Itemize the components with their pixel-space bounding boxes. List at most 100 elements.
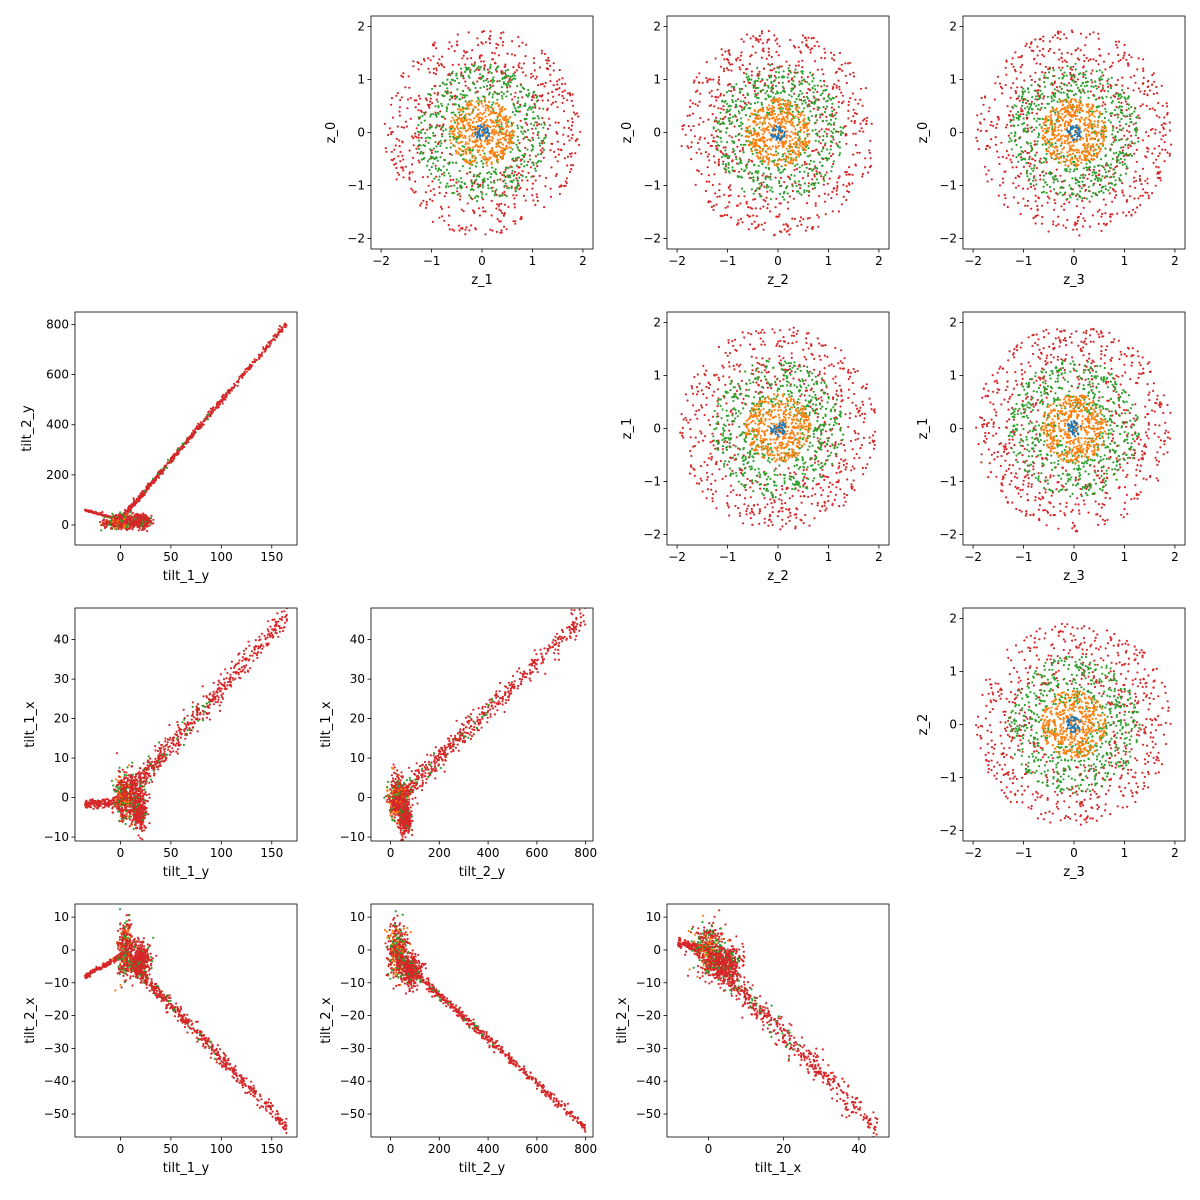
scatter-point [465, 66, 468, 70]
scatter-point [435, 47, 438, 50]
scatter-point [832, 187, 835, 190]
scatter-point [574, 113, 577, 116]
scatter-point [835, 189, 838, 192]
scatter-point [719, 65, 723, 68]
scatter-point [478, 77, 481, 80]
scatter-point [1075, 194, 1078, 197]
scatter-point [727, 110, 731, 113]
scatter-point [1042, 39, 1045, 43]
scatter-point [507, 134, 510, 137]
scatter-point [807, 194, 811, 197]
scatter-point [468, 159, 472, 162]
scatter-point [1117, 97, 1120, 100]
scatter-point [531, 117, 535, 120]
scatter-point [556, 106, 559, 109]
scatter-point [1110, 114, 1113, 118]
scatter-point [511, 169, 514, 172]
scatter-point [1019, 113, 1022, 116]
scatter-point [501, 97, 504, 100]
scatter-point [760, 56, 764, 59]
scatter-point [1159, 179, 1162, 182]
scatter-point [1044, 106, 1047, 109]
scatter-point [420, 129, 423, 132]
scatter-point [1168, 129, 1171, 132]
scatter-point [1033, 187, 1036, 190]
scatter-point [1015, 143, 1018, 147]
scatter-point [1026, 99, 1029, 102]
scatter-point [499, 231, 502, 234]
scatter-point [762, 110, 765, 113]
scatter-point [702, 120, 705, 123]
scatter-point [540, 49, 544, 52]
scatter-point [789, 227, 792, 230]
scatter-point [491, 93, 495, 96]
scatter-point [1085, 133, 1088, 136]
scatter-point [493, 121, 496, 124]
scatter-point [1050, 156, 1053, 160]
scatter-point [825, 105, 829, 108]
scatter-point [693, 135, 697, 138]
scatter-point [434, 73, 438, 76]
scatter-point [822, 175, 825, 179]
scatter-point [499, 171, 502, 174]
scatter-point [468, 126, 471, 130]
scatter-point [726, 154, 729, 157]
scatter-point [748, 171, 751, 174]
scatter-point [789, 153, 793, 156]
scatter-point [1033, 164, 1036, 167]
scatter-point [1017, 118, 1020, 121]
scatter-point [744, 164, 748, 167]
scatter-point [1035, 120, 1038, 123]
scatter-point [1041, 215, 1044, 219]
scatter-point [1034, 222, 1037, 225]
scatter-point [1057, 215, 1060, 218]
scatter-point [433, 193, 436, 196]
scatter-point [1022, 165, 1025, 168]
scatter-point [1105, 162, 1108, 165]
scatter-point [482, 75, 485, 78]
scatter-point [498, 108, 501, 111]
scatter-point [1037, 89, 1040, 92]
scatter-point [499, 36, 502, 39]
scatter-point [1040, 222, 1044, 225]
scatter-point [480, 160, 483, 163]
scatter-point [485, 193, 488, 196]
scatter-point [811, 178, 814, 181]
scatter-point [760, 223, 763, 226]
scatter-point [523, 160, 526, 163]
scatter-point [1134, 122, 1137, 125]
scatter-point [1079, 212, 1082, 215]
scatter-point [447, 103, 450, 106]
scatter-point [531, 161, 534, 164]
scatter-point [527, 88, 530, 92]
scatter-point [1039, 174, 1042, 177]
scatter-point [788, 152, 791, 155]
scatter-point [815, 148, 818, 151]
scatter-point [498, 141, 501, 144]
scatter-point [756, 154, 759, 157]
scatter-point [847, 109, 850, 112]
scatter-point [750, 188, 753, 191]
scatter-point [462, 158, 465, 161]
scatter-point [825, 132, 828, 135]
scatter-point [806, 97, 810, 100]
scatter-point [499, 110, 502, 113]
scatter-point [774, 120, 777, 123]
scatter-point [489, 79, 492, 82]
scatter-point [735, 83, 738, 86]
scatter-point [740, 121, 743, 124]
scatter-point [481, 162, 485, 165]
scatter-point [751, 120, 755, 123]
scatter-point [826, 85, 829, 88]
scatter-point [521, 154, 524, 157]
scatter-point [789, 38, 792, 42]
scatter-point [450, 184, 453, 188]
scatter-point [1058, 152, 1061, 155]
scatter-point [1121, 182, 1124, 185]
scatter-point [1117, 94, 1120, 98]
scatter-point [1053, 51, 1056, 55]
scatter-point [1068, 194, 1071, 197]
scatter-point [710, 205, 713, 209]
scatter-point [716, 149, 719, 152]
scatter-point [384, 147, 387, 150]
